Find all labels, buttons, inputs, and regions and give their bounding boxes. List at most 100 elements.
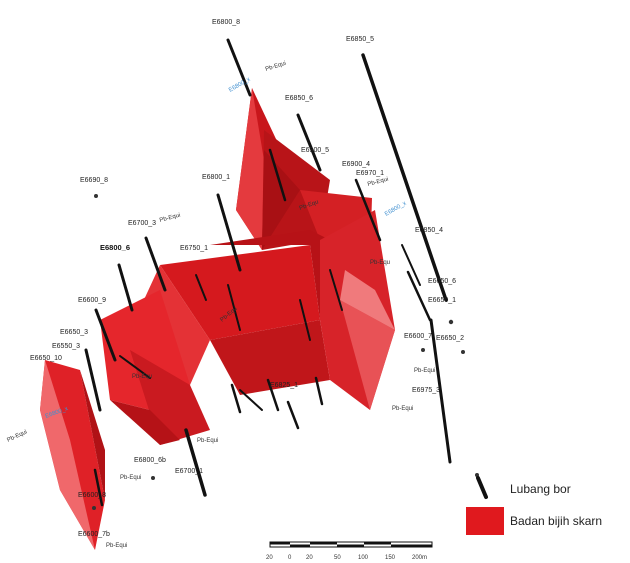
grade-label: Pb-Equi xyxy=(414,368,435,374)
drill-hole xyxy=(184,428,207,497)
drill-hole xyxy=(119,355,151,379)
hole-label: E6900_5 xyxy=(301,147,329,154)
drill-hole xyxy=(406,270,432,322)
hole-label: E6600_8 xyxy=(78,492,106,499)
legend-hole-swatch xyxy=(476,476,488,499)
blue-marker-label: E6800_x xyxy=(384,201,408,218)
legend-ore-label: Badan bijih skarn xyxy=(510,514,602,528)
hole-label: E6650_1 xyxy=(428,297,456,304)
scale-bar-segment xyxy=(310,542,337,545)
hole-label: E6970_1 xyxy=(356,170,384,177)
hole-label: E6750_1 xyxy=(180,245,208,252)
hole-label: E6600_9 xyxy=(78,297,106,304)
scale-tick-label: 20 xyxy=(306,555,313,561)
hole-label: E6975_3 xyxy=(412,387,440,394)
grade-label: Pb-Equ xyxy=(132,374,152,380)
scale-bar: 20 0 20 50 100 150 200m xyxy=(266,541,433,561)
drill-hole xyxy=(117,263,134,312)
drill-holes xyxy=(84,38,452,507)
grade-label: Pb-Equ xyxy=(370,260,390,266)
drill-hole xyxy=(296,113,322,172)
drill-hole xyxy=(144,236,167,292)
drill-hole xyxy=(314,376,324,406)
scale-bar-segment xyxy=(270,542,290,545)
drill-hole xyxy=(84,348,102,412)
hole-label: E6550_3 xyxy=(52,343,80,350)
scale-tick-label: 200m xyxy=(412,555,427,561)
scale-bar-segment xyxy=(290,544,310,547)
grade-label: Pb-Equi xyxy=(392,406,413,412)
collar-points xyxy=(92,194,479,510)
grade-label: Pb-Equi xyxy=(265,61,287,73)
drill-hole xyxy=(266,378,280,412)
drill-hole xyxy=(268,148,287,202)
collar-dot xyxy=(151,476,155,480)
hole-label: E6800_1 xyxy=(202,174,230,181)
drill-hole xyxy=(227,284,241,331)
hole-labels: E6800_8 E6850_5 E6850_6 E6900_5 E6900_4 … xyxy=(30,19,464,538)
hole-label: E6600_7b xyxy=(78,531,110,538)
ore-body-facet xyxy=(340,300,395,410)
scale-tick-label: 100 xyxy=(358,555,369,561)
hole-label: E6900_4 xyxy=(342,161,370,168)
collar-dot xyxy=(94,194,98,198)
legend-hole-label: Lubang bor xyxy=(510,482,571,496)
hole-label: E6650_10 xyxy=(30,355,62,362)
hole-label: E6650_2 xyxy=(436,335,464,342)
hole-label: E6825_1 xyxy=(270,382,298,389)
legend-ore-swatch xyxy=(466,507,504,535)
scale-bar-segment xyxy=(337,544,364,547)
grade-label: Pb-Equi xyxy=(159,213,181,224)
drill-hole xyxy=(94,308,117,362)
drill-hole xyxy=(216,193,242,272)
drill-hole xyxy=(226,38,252,97)
hole-label: E6650_6 xyxy=(428,278,456,285)
grade-label: Pb-Equi xyxy=(120,475,141,481)
scale-tick-label: 50 xyxy=(334,555,341,561)
grade-label: Pb-Equi xyxy=(367,177,389,188)
drill-hole xyxy=(401,244,421,286)
hole-label: E6650_3 xyxy=(60,329,88,336)
hole-label: E6700_3 xyxy=(128,220,156,227)
drill-hole xyxy=(429,318,452,464)
collar-dot xyxy=(461,350,465,354)
drill-hole xyxy=(354,178,382,242)
hole-label: E6800_8 xyxy=(212,19,240,26)
collar-dot xyxy=(448,319,454,325)
ore-body-facet xyxy=(262,150,300,250)
ore-body-facet xyxy=(340,270,395,330)
scale-bar-segment xyxy=(364,542,391,545)
ore-body-facet xyxy=(40,360,95,550)
ore-body-facet xyxy=(110,400,180,445)
drill-hole xyxy=(239,389,263,411)
scale-bar-segment xyxy=(391,544,432,547)
drill-hole xyxy=(93,468,104,507)
hole-label: E6850_6 xyxy=(285,95,313,102)
drill-hole xyxy=(230,383,242,414)
scale-tick-label: 150 xyxy=(385,555,396,561)
grade-label: Pb-Equi xyxy=(6,429,28,443)
drill-hole xyxy=(286,400,300,430)
grade-label: Pb-Equi xyxy=(197,438,218,444)
hole-label: E6700_1 xyxy=(175,468,203,475)
ore-body-facet xyxy=(160,245,320,340)
collar-dot xyxy=(92,506,96,510)
hole-label: E6850_4 xyxy=(415,227,443,234)
ore-body xyxy=(40,88,395,550)
hole-label: E6850_5 xyxy=(346,36,374,43)
hole-label: E6600_7 xyxy=(404,333,432,340)
ore-body-facet xyxy=(236,88,264,250)
scale-tick-label: 20 xyxy=(266,555,273,561)
hole-label: E6800_6b xyxy=(134,457,166,464)
drill-hole xyxy=(195,274,207,301)
drill-hole xyxy=(299,299,311,341)
ore-body-facet xyxy=(210,320,330,395)
collar-dot xyxy=(475,473,479,477)
drill-hole xyxy=(329,269,343,311)
scale-tick-label: 0 xyxy=(288,555,292,561)
ore-body-facet xyxy=(130,350,210,445)
grade-label: Pb-Equi xyxy=(106,543,127,549)
hole-label: E6690_8 xyxy=(80,177,108,184)
ore-body-facet xyxy=(80,370,105,500)
